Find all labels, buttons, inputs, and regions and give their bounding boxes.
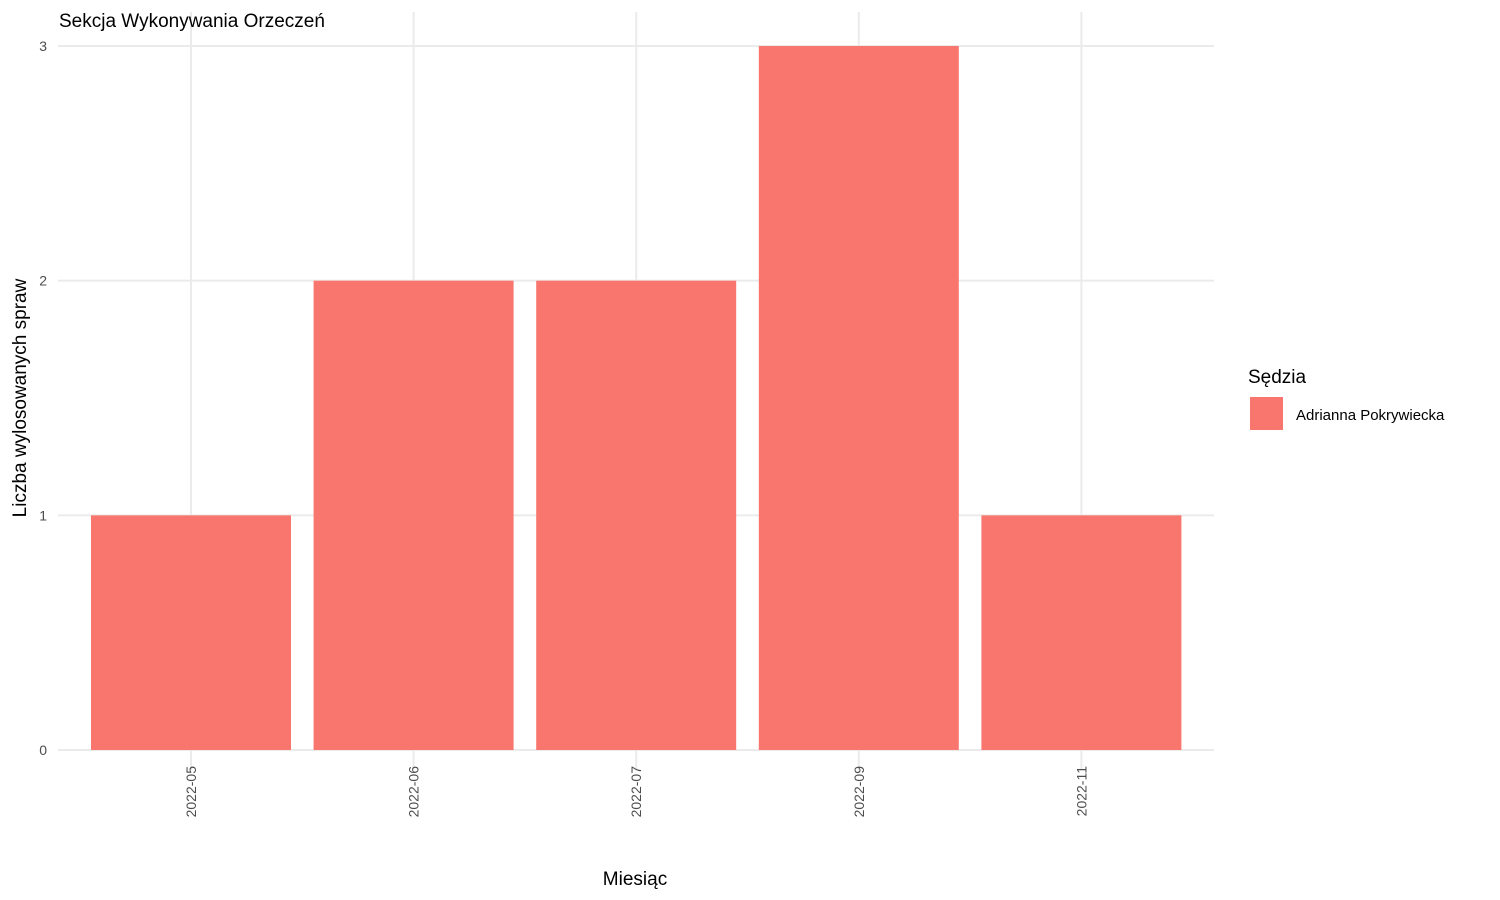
x-tick-label: 2022-07 — [628, 766, 644, 818]
bar — [536, 280, 737, 750]
legend-title: Sędzia — [1248, 367, 1307, 388]
chart-title: Sekcja Wykonywania Orzeczeń — [59, 11, 325, 32]
bar — [313, 280, 514, 750]
x-axis-title: Miesiąc — [603, 869, 667, 890]
bar — [981, 515, 1182, 750]
x-tick-label: 2022-05 — [183, 766, 199, 818]
y-tick-label: 3 — [39, 38, 47, 54]
y-tick-label: 2 — [39, 273, 47, 289]
bar — [758, 46, 959, 750]
bar — [91, 515, 291, 750]
legend-label: Adrianna Pokrywiecka — [1296, 407, 1445, 424]
legend: Sędzia Adrianna Pokrywiecka — [1248, 367, 1445, 430]
x-tick-labels: 2022-05 2022-06 2022-07 2022-09 2022-11 — [183, 766, 1089, 818]
bar-layer — [91, 46, 1182, 750]
y-axis-title: Liczba wylosowanych spraw — [10, 278, 31, 517]
y-tick-label: 1 — [39, 507, 47, 523]
x-tick-label: 2022-06 — [406, 766, 422, 818]
x-tick-label: 2022-09 — [851, 766, 867, 818]
x-tick-label: 2022-11 — [1073, 766, 1089, 817]
y-tick-labels: 0 1 2 3 — [39, 38, 47, 758]
y-tick-label: 0 — [39, 742, 47, 758]
legend-key-swatch — [1250, 397, 1283, 430]
